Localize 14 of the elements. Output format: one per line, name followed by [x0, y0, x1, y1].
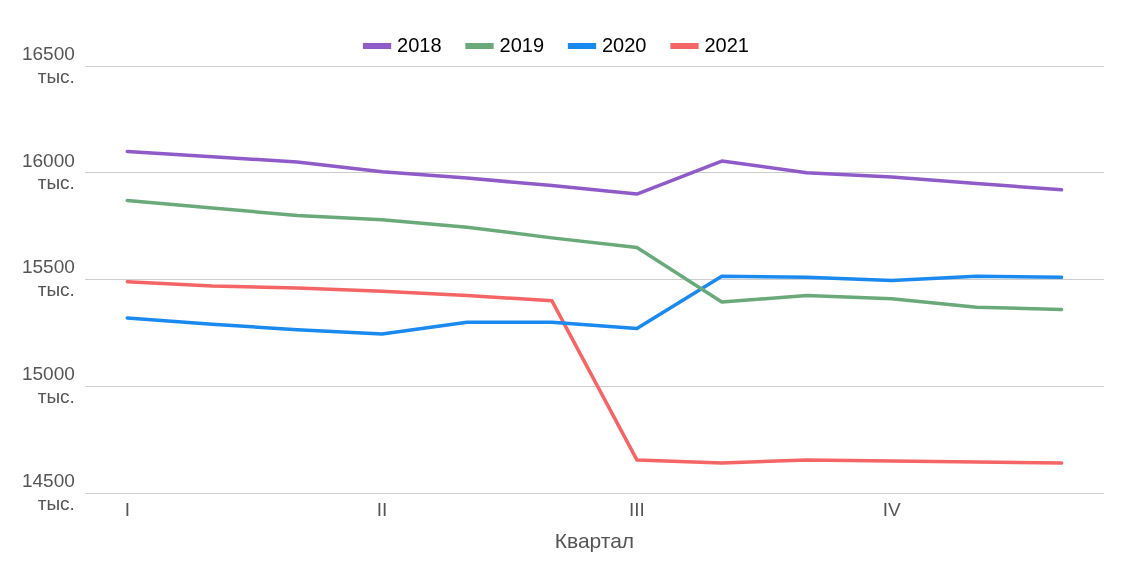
y-tick-label: 15500 тыс. [21, 256, 75, 301]
legend-label: 2019 [499, 33, 545, 56]
y-tick-label: 15000 тыс. [21, 363, 75, 407]
x-axis-title: Квартал [554, 529, 635, 553]
x-tick-label: IV [882, 498, 901, 520]
x-tick-label: III [628, 498, 645, 520]
legend-label: 2018 [397, 33, 442, 56]
x-tick-label: II [376, 498, 388, 520]
y-tick-label: 16500 тыс. [21, 42, 75, 87]
y-tick-label: 14500 тыс. [21, 469, 75, 514]
legend-label: 2020 [602, 33, 647, 56]
y-tick-label: 16000 тыс. [21, 149, 75, 194]
legend-label: 2021 [704, 33, 749, 56]
x-tick-label: I [124, 498, 130, 520]
